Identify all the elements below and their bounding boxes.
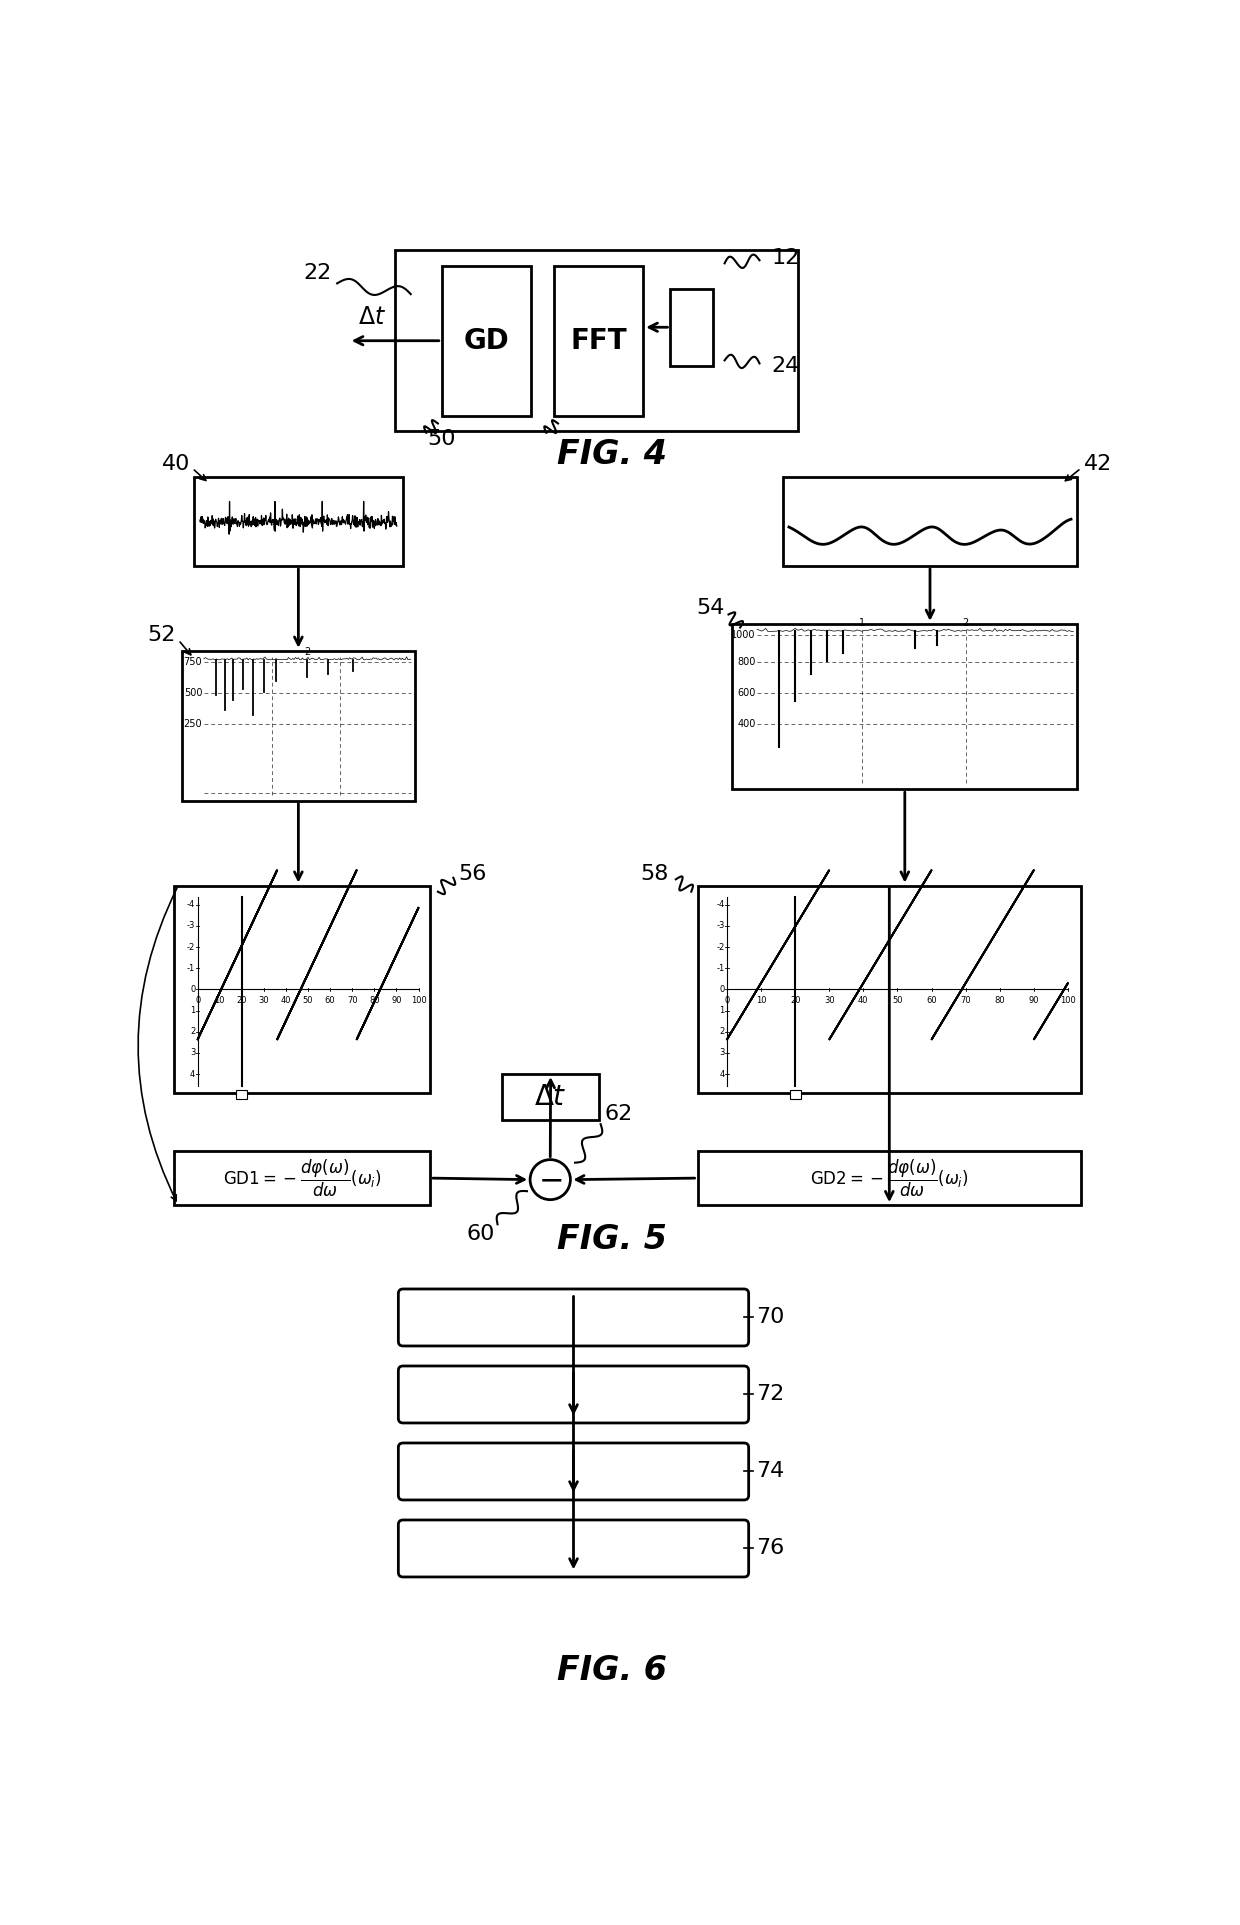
Text: 1: 1 <box>719 1007 724 1014</box>
Text: 72: 72 <box>755 1384 784 1405</box>
Bar <box>175 1151 430 1205</box>
Bar <box>441 266 531 416</box>
Text: GD: GD <box>464 327 510 354</box>
Text: 50: 50 <box>893 995 903 1005</box>
Bar <box>697 886 1081 1093</box>
Text: 90: 90 <box>1029 995 1039 1005</box>
Text: 30: 30 <box>823 995 835 1005</box>
Text: 62: 62 <box>604 1105 632 1124</box>
Text: 22: 22 <box>304 264 332 283</box>
Text: 40: 40 <box>161 454 190 474</box>
Text: 60: 60 <box>325 995 336 1005</box>
Text: 800: 800 <box>738 656 755 668</box>
Text: -1: -1 <box>187 964 196 972</box>
Bar <box>182 651 414 801</box>
Text: 74: 74 <box>755 1461 784 1482</box>
Text: 4: 4 <box>190 1070 196 1078</box>
Text: 56: 56 <box>459 864 487 884</box>
Text: $\Delta t$: $\Delta t$ <box>358 306 386 329</box>
Text: 3: 3 <box>190 1049 196 1057</box>
Text: 10: 10 <box>756 995 766 1005</box>
Text: 50: 50 <box>303 995 314 1005</box>
Text: 42: 42 <box>1084 454 1112 474</box>
Circle shape <box>531 1159 570 1199</box>
FancyBboxPatch shape <box>398 1367 749 1423</box>
Text: 2: 2 <box>190 1028 196 1036</box>
Text: FIG. 4: FIG. 4 <box>557 437 667 472</box>
Bar <box>175 886 430 1093</box>
Text: FIG. 6: FIG. 6 <box>557 1654 667 1688</box>
Text: 52: 52 <box>148 626 176 645</box>
Text: 58: 58 <box>641 864 670 884</box>
Bar <box>671 289 713 366</box>
Text: 12: 12 <box>771 248 800 268</box>
Text: -1: -1 <box>717 964 724 972</box>
Text: 750: 750 <box>184 656 202 668</box>
Text: -4: -4 <box>187 901 196 909</box>
Bar <box>396 250 799 431</box>
Text: GD2$=-\dfrac{d\varphi(\omega)}{d\omega}(\omega_i)$: GD2$=-\dfrac{d\varphi(\omega)}{d\omega}(… <box>810 1157 968 1199</box>
Text: 100: 100 <box>1060 995 1076 1005</box>
Text: 70: 70 <box>755 1307 784 1328</box>
Text: -3: -3 <box>187 922 196 930</box>
Text: 0: 0 <box>190 986 196 993</box>
Text: 80: 80 <box>370 995 379 1005</box>
Text: 2: 2 <box>962 618 968 628</box>
Text: -4: -4 <box>717 901 724 909</box>
Text: 20: 20 <box>790 995 800 1005</box>
Text: 250: 250 <box>184 718 202 730</box>
Bar <box>193 477 403 566</box>
FancyBboxPatch shape <box>398 1444 749 1500</box>
Text: FFT: FFT <box>570 327 627 354</box>
Text: 60: 60 <box>926 995 937 1005</box>
Text: 24: 24 <box>771 356 800 375</box>
Text: 0: 0 <box>724 995 729 1005</box>
Text: $\Delta t$: $\Delta t$ <box>534 1084 567 1111</box>
Bar <box>502 1074 599 1120</box>
Bar <box>733 624 1078 789</box>
Text: $-$: $-$ <box>538 1165 563 1194</box>
Bar <box>697 1151 1081 1205</box>
Text: 400: 400 <box>738 718 755 730</box>
Text: 60: 60 <box>466 1224 495 1244</box>
FancyBboxPatch shape <box>398 1521 749 1577</box>
Text: 30: 30 <box>259 995 269 1005</box>
Text: 1: 1 <box>858 618 864 628</box>
Text: 500: 500 <box>184 687 202 699</box>
Text: 4: 4 <box>719 1070 724 1078</box>
Text: 50: 50 <box>428 429 456 449</box>
Text: 100: 100 <box>410 995 427 1005</box>
Bar <box>790 1090 801 1099</box>
Text: 40: 40 <box>280 995 291 1005</box>
Bar <box>237 1090 247 1099</box>
Text: 10: 10 <box>215 995 224 1005</box>
Text: 90: 90 <box>391 995 402 1005</box>
Text: 2: 2 <box>304 647 310 656</box>
Text: -2: -2 <box>717 943 724 951</box>
Bar <box>782 477 1078 566</box>
Text: 76: 76 <box>755 1538 784 1559</box>
Text: 0: 0 <box>719 986 724 993</box>
Text: 80: 80 <box>994 995 1006 1005</box>
Bar <box>554 266 644 416</box>
Text: 600: 600 <box>738 687 755 699</box>
Text: FIG. 5: FIG. 5 <box>557 1222 667 1257</box>
Text: 20: 20 <box>237 995 247 1005</box>
Text: 70: 70 <box>347 995 357 1005</box>
Text: 2: 2 <box>719 1028 724 1036</box>
Text: 3: 3 <box>719 1049 724 1057</box>
Text: -3: -3 <box>717 922 724 930</box>
Text: 1: 1 <box>190 1007 196 1014</box>
Text: 40: 40 <box>858 995 868 1005</box>
Text: 0: 0 <box>195 995 200 1005</box>
Text: -2: -2 <box>187 943 196 951</box>
Text: 1000: 1000 <box>732 629 755 641</box>
Text: 70: 70 <box>960 995 971 1005</box>
Text: GD1$=-\dfrac{d\varphi(\omega)}{d\omega}(\omega_i)$: GD1$=-\dfrac{d\varphi(\omega)}{d\omega}(… <box>223 1157 382 1199</box>
Text: 54: 54 <box>696 599 724 618</box>
FancyBboxPatch shape <box>398 1290 749 1346</box>
